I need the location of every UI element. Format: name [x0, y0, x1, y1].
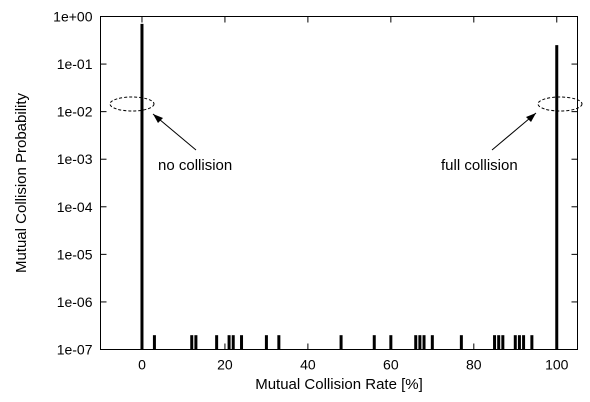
annotation-no-collision: no collision: [158, 157, 232, 174]
y-tick-label: 1e-01: [57, 56, 93, 72]
y-tick-label: 1e-05: [57, 246, 93, 262]
x-tick-label: 0: [138, 357, 146, 373]
y-tick-label: 1e+00: [53, 9, 93, 25]
x-tick-label: 100: [545, 357, 569, 373]
y-tick-label: 1e-04: [57, 199, 93, 215]
plot-frame: [100, 16, 578, 350]
annotation-arrowhead-full-collision: [526, 113, 536, 122]
x-axis-title: Mutual Collision Rate [%]: [255, 376, 423, 393]
y-tick-label: 1e-03: [57, 151, 93, 167]
y-tick-label: 1e-07: [57, 342, 93, 358]
annotation-ellipse-no-collision: [109, 96, 155, 112]
x-tick-label: 80: [466, 357, 482, 373]
annotations: no collision full collision: [109, 96, 583, 174]
bar-series: [140, 23, 559, 350]
x-tick-label: 60: [383, 357, 399, 373]
x-tick-label: 20: [217, 357, 233, 373]
x-tick-label: 40: [300, 357, 316, 373]
y-axis-title: Mutual Collision Probability: [13, 92, 30, 273]
annotation-ellipse-full-collision: [537, 96, 583, 112]
y-tick-label: 1e-02: [57, 104, 93, 120]
y-tick-label: 1e-06: [57, 294, 93, 310]
annotation-full-collision: full collision: [441, 157, 518, 174]
annotation-arrowhead-no-collision: [153, 114, 163, 123]
axis-ticks: 0 20 40 60 80 100 1e-07 1e-06 1e-05 1e-04 1e-03 1e-…: [53, 9, 578, 373]
